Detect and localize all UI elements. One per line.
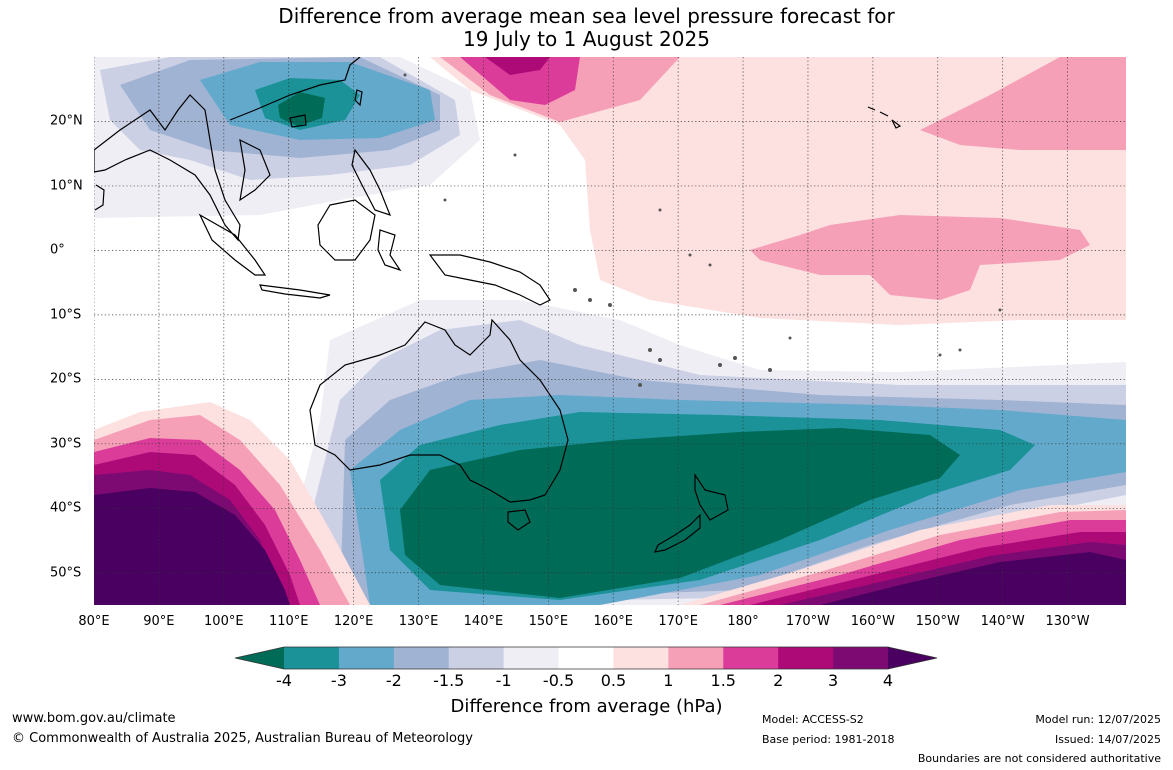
sri-lanka-coastline bbox=[94, 184, 105, 211]
longitude-label: 180° bbox=[727, 614, 759, 629]
borneo-coastline bbox=[317, 199, 376, 261]
footer-issued: Issued: 14/07/2025 bbox=[1054, 733, 1161, 746]
longitude-label: 150°E bbox=[528, 614, 569, 629]
longitude-label: 130°W bbox=[1045, 614, 1090, 629]
colorbar-tick-label: -1 bbox=[495, 671, 512, 690]
footer-model-run: Model run: 12/07/2025 bbox=[1035, 713, 1161, 726]
australia-coastline bbox=[309, 318, 569, 503]
map-title-line2: 19 July to 1 August 2025 bbox=[463, 27, 710, 51]
pacific-islands bbox=[403, 73, 1002, 387]
longitude-label: 140°E bbox=[463, 614, 504, 629]
longitude-label: 130°E bbox=[398, 614, 439, 629]
latitude-label: 0° bbox=[50, 242, 65, 258]
mainland-asia-coastline bbox=[94, 94, 241, 242]
footer-url: www.bom.gov.au/climate bbox=[12, 711, 176, 726]
colorbar-tick-label: 1 bbox=[663, 671, 674, 690]
footer-base-period: Base period: 1981-2018 bbox=[762, 733, 895, 746]
longitude-label: 170°E bbox=[658, 614, 698, 629]
latitude-label: 10°N bbox=[50, 178, 83, 194]
colorbar-tick-label: 2 bbox=[773, 671, 784, 690]
philippines-coastline bbox=[351, 148, 392, 216]
map-gridlines bbox=[94, 57, 1126, 605]
hawaii-coastline bbox=[867, 106, 902, 129]
positive-anomaly-pacific bbox=[430, 57, 1126, 325]
footer-boundaries-note: Boundaries are not considered authoritat… bbox=[917, 752, 1161, 765]
negative-anomaly-australia-nz bbox=[300, 300, 1126, 605]
longitude-label: 150°W bbox=[915, 614, 960, 629]
longitude-label: 110°E bbox=[268, 614, 309, 629]
colorbar-tick-label: -3 bbox=[330, 671, 347, 690]
negative-anomaly-south-china-sea bbox=[94, 57, 480, 218]
latitude-label: 20°S bbox=[50, 371, 82, 387]
colorbar-tick-label: 1.5 bbox=[710, 671, 736, 690]
longitude-label: 100°E bbox=[204, 614, 244, 629]
southeast-china-coastline bbox=[229, 57, 361, 121]
colorbar-tick-label: -2 bbox=[385, 671, 402, 690]
latitude-label: 10°S bbox=[50, 307, 82, 323]
new-zealand-south-coastline bbox=[653, 513, 701, 553]
colorbar-tick-label: -1.5 bbox=[433, 671, 465, 690]
latitude-label: 40°S bbox=[50, 500, 82, 516]
longitude-label: 140°W bbox=[980, 614, 1025, 629]
colorbar-tick-label: 4 bbox=[882, 671, 894, 690]
positive-anomaly-southwest-indian-ocean bbox=[94, 402, 370, 605]
longitude-label: 80°E bbox=[78, 614, 110, 629]
colorbar-tick-label: -0.5 bbox=[542, 671, 575, 690]
longitude-label: 160°E bbox=[593, 614, 633, 629]
indochina-coastline bbox=[239, 138, 271, 202]
new-zealand-north-coastline bbox=[694, 473, 729, 521]
tasmania-coastline bbox=[507, 509, 531, 531]
sulawesi-coastline bbox=[377, 229, 402, 272]
longitude-label: 160°W bbox=[850, 614, 895, 629]
java-coastline bbox=[259, 284, 331, 299]
hainan-coastline bbox=[289, 114, 307, 128]
coastlines bbox=[94, 57, 902, 553]
colorbar-title: Difference from average (hPa) bbox=[450, 696, 723, 717]
map-title-line1: Difference from average mean sea level p… bbox=[278, 4, 895, 28]
taiwan-coastline bbox=[354, 89, 363, 107]
latitude-label: 30°S bbox=[50, 436, 82, 452]
longitude-label: 170°W bbox=[785, 614, 831, 629]
longitude-label: 90°E bbox=[143, 614, 175, 629]
latitude-label: 20°N bbox=[50, 113, 83, 129]
colorbar-tick-label: 3 bbox=[827, 671, 839, 690]
new-guinea-coastline bbox=[428, 254, 551, 306]
latitude-label: 50°S bbox=[50, 565, 82, 581]
colorbar-tick-label: 0.5 bbox=[600, 671, 627, 690]
colorbar-tick-label: -4 bbox=[276, 671, 292, 690]
footer-model: Model: ACCESS-S2 bbox=[762, 713, 864, 726]
longitude-label: 120°E bbox=[333, 614, 374, 629]
footer-copyright: © Commonwealth of Australia 2025, Austra… bbox=[12, 731, 473, 746]
